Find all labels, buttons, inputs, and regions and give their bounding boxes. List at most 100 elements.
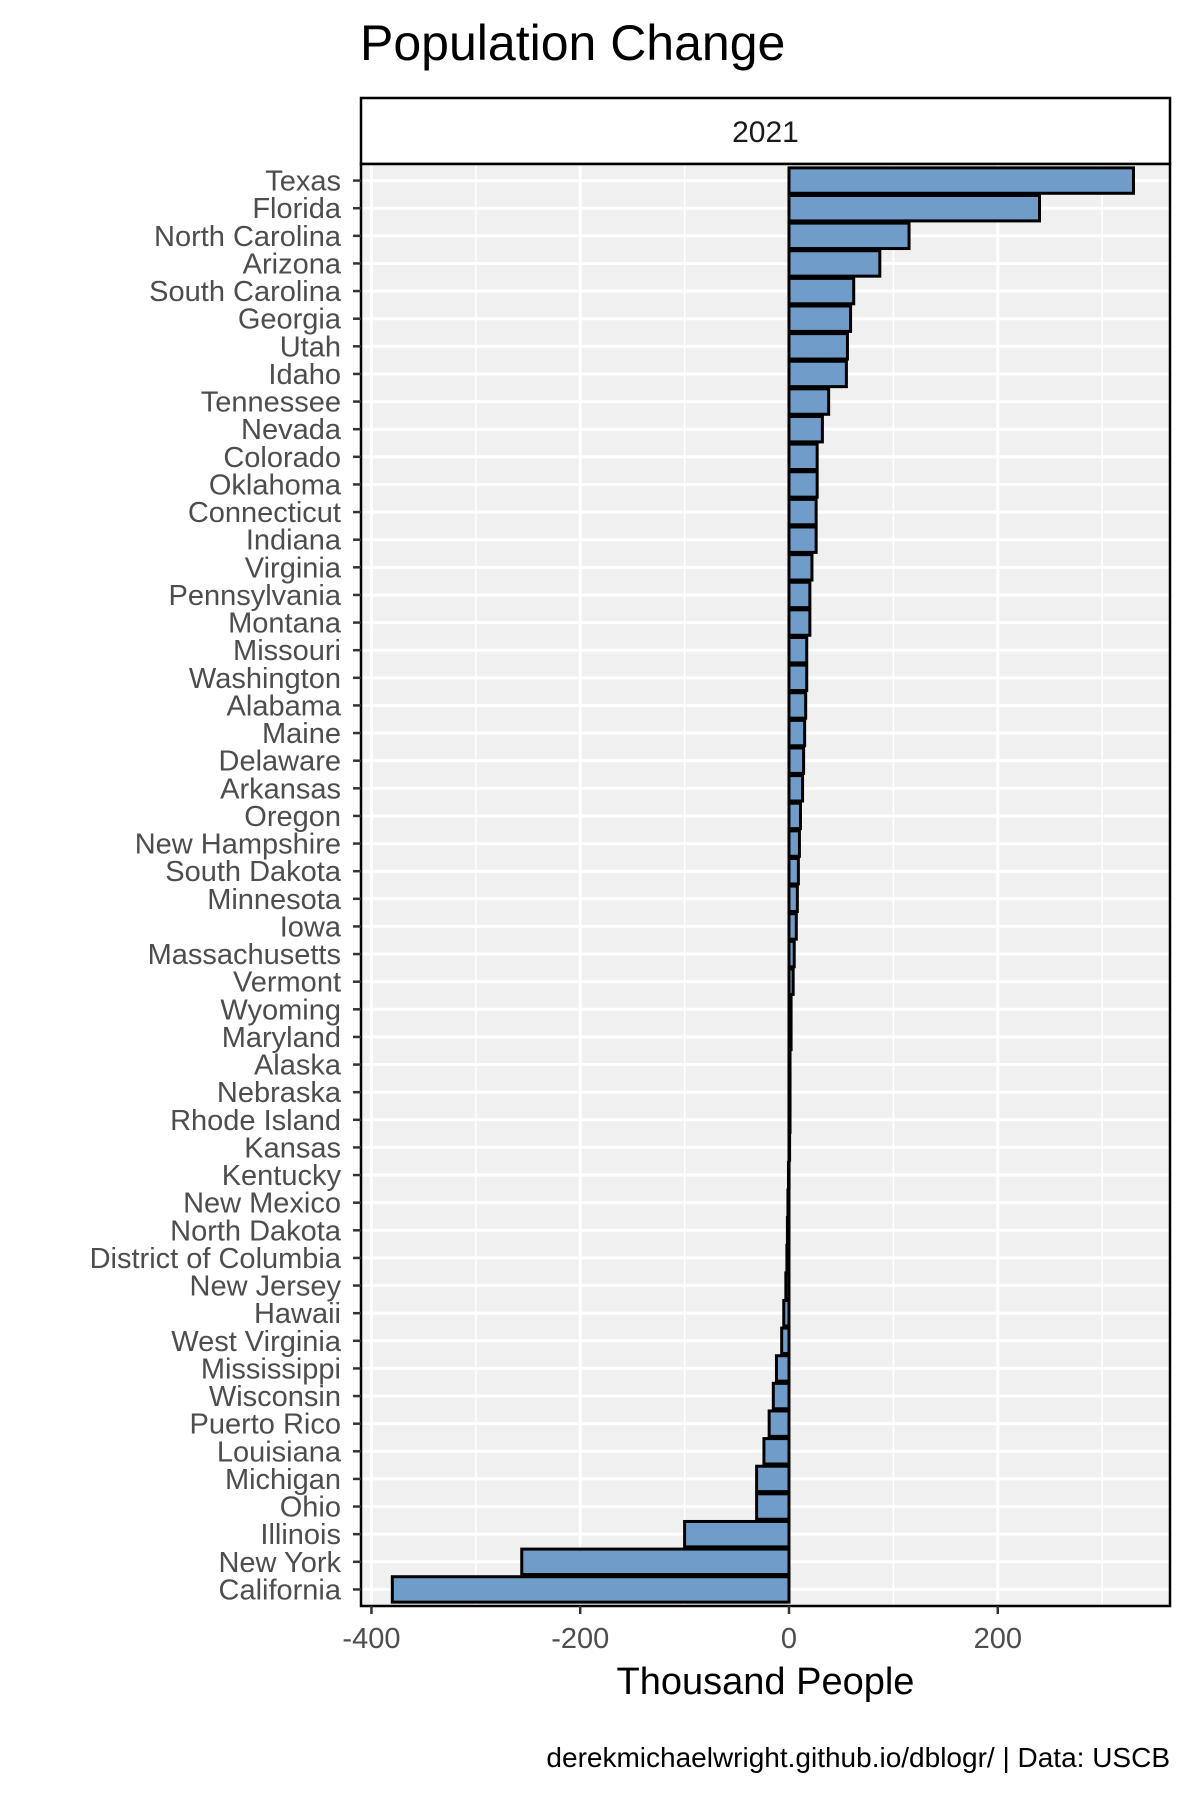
y-tick-label: North Dakota <box>170 1215 342 1247</box>
bar-nebraska <box>787 1077 792 1107</box>
bar-rhode-island <box>787 1105 792 1135</box>
y-tick-label: Mississippi <box>201 1353 341 1385</box>
y-tick-label: Arkansas <box>220 773 341 805</box>
plot-border <box>359 162 1172 1608</box>
bar-vermont <box>787 967 795 996</box>
y-tick-label: Alaska <box>254 1050 342 1082</box>
y-tick-label: Ohio <box>280 1492 341 1524</box>
x-tick-label: 200 <box>974 1623 1022 1655</box>
y-tick-label: California <box>219 1574 342 1606</box>
y-tick-label: Indiana <box>246 525 342 557</box>
bar-virginia <box>787 553 814 582</box>
bar-tennessee <box>787 387 831 416</box>
y-tick-label: Oklahoma <box>209 469 342 501</box>
y-tick-label: District of Columbia <box>90 1243 342 1275</box>
y-tick-label: New Jersey <box>190 1271 342 1303</box>
y-tick-label: Massachusetts <box>148 939 341 971</box>
bar-louisiana <box>762 1437 791 1466</box>
y-tick-label: Maryland <box>222 1022 341 1054</box>
y-tick-label: Pennsylvania <box>169 580 342 612</box>
y-tick-label: Hawaii <box>254 1298 341 1330</box>
grid-lines <box>361 164 1170 1606</box>
bar-north-dakota <box>785 1216 791 1245</box>
bar-west-virginia <box>780 1326 791 1356</box>
y-tick-label: Georgia <box>238 304 342 336</box>
y-tick-label: Rhode Island <box>170 1105 341 1137</box>
bar-district-of-columbia <box>785 1243 791 1273</box>
y-tick-label: South Dakota <box>165 856 342 888</box>
y-tick-label: Utah <box>280 331 341 363</box>
bar-south-carolina <box>787 276 856 306</box>
bar-pennsylvania <box>787 580 812 610</box>
y-tick-label: New Mexico <box>183 1188 341 1220</box>
y-tick-label: New York <box>218 1547 341 1579</box>
bar-montana <box>787 608 812 637</box>
bar-florida <box>787 193 1042 223</box>
bar-connecticut <box>787 497 818 527</box>
y-tick-label: Puerto Rico <box>189 1409 341 1441</box>
x-axis-label: Thousand People <box>617 1661 915 1703</box>
bar-missouri <box>787 635 809 665</box>
y-tick-label: Kentucky <box>222 1160 342 1192</box>
y-tick-label: Washington <box>189 663 341 695</box>
y-tick-label: Tennessee <box>201 387 341 419</box>
bar-wyoming <box>787 995 793 1024</box>
y-tick-label: Alabama <box>227 690 342 722</box>
x-tick-label: -400 <box>342 1623 400 1655</box>
bar-arkansas <box>787 774 805 803</box>
y-tick-label: Maine <box>262 718 341 750</box>
y-tick-label: New Hampshire <box>135 829 341 861</box>
bar-hawaii <box>782 1298 791 1328</box>
bar-maine <box>787 718 807 748</box>
bar-oklahoma <box>787 470 819 499</box>
y-tick-label: Michigan <box>225 1464 341 1496</box>
y-tick-label: Nevada <box>241 414 342 446</box>
bar-minnesota <box>787 884 799 914</box>
bar-nevada <box>787 414 824 444</box>
y-tick-label: Idaho <box>268 359 341 391</box>
bar-massachusetts <box>787 939 796 969</box>
bar-colorado <box>787 442 819 472</box>
bar-new-hampshire <box>787 829 801 858</box>
bar-michigan <box>755 1464 791 1494</box>
bar-washington <box>787 663 809 693</box>
y-tick-label: Arizona <box>243 248 342 280</box>
y-tick-label: Connecticut <box>188 497 341 529</box>
y-tick-label: Missouri <box>233 635 341 667</box>
bar-delaware <box>787 746 806 775</box>
bar-kentucky <box>786 1160 791 1190</box>
bar-wisconsin <box>771 1381 791 1411</box>
y-tick-label: Florida <box>252 193 342 225</box>
y-tick-label: Kansas <box>244 1132 341 1164</box>
bar-maryland <box>787 1022 793 1052</box>
bar-alaska <box>787 1050 792 1079</box>
bar-new-york <box>520 1547 791 1577</box>
y-tick-label: South Carolina <box>149 276 342 308</box>
bar-north-carolina <box>787 221 911 251</box>
bar-california <box>390 1575 791 1604</box>
bar-mississippi <box>774 1354 791 1383</box>
x-tick-label: -200 <box>551 1623 609 1655</box>
x-axis: -400 -200 0 200 <box>342 1606 1022 1655</box>
bar-illinois <box>683 1519 791 1549</box>
y-tick-label: Louisiana <box>217 1436 342 1468</box>
bar-texas <box>787 166 1135 195</box>
facet-strip-label: 2021 <box>732 116 799 149</box>
y-tick-label: Wyoming <box>220 994 341 1026</box>
bar-indiana <box>787 525 818 554</box>
y-tick-label: North Carolina <box>154 221 342 253</box>
bar-ohio <box>755 1492 791 1521</box>
y-tick-label: Minnesota <box>207 884 342 916</box>
y-tick-label: Nebraska <box>217 1077 342 1109</box>
y-tick-label: Colorado <box>223 442 341 474</box>
bar-puerto-rico <box>767 1409 791 1438</box>
facet-strip <box>359 96 1172 166</box>
bar-oregon <box>787 801 802 831</box>
bar-alabama <box>787 691 808 720</box>
chart-title: Population Change <box>360 15 785 71</box>
bar-georgia <box>787 304 853 333</box>
bar-utah <box>787 332 849 361</box>
y-tick-label: Texas <box>265 166 341 198</box>
